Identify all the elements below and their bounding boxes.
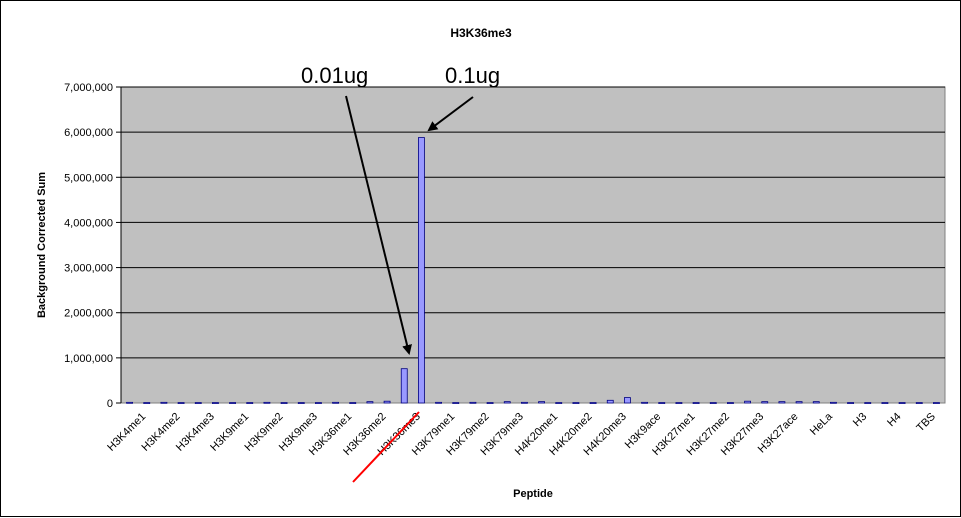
bar-h4k20me3 <box>624 397 631 404</box>
y-axis-label: Background Corrected Sum <box>36 172 48 318</box>
bar-h3 <box>847 402 854 404</box>
y-tick-label: 0 <box>107 398 113 410</box>
y-tick-label: 1,000,000 <box>64 353 113 365</box>
bar-h3k4me2 <box>177 402 185 404</box>
bar-h3k9me3 <box>315 402 322 404</box>
bar-h3k27me2 <box>727 402 734 404</box>
bar-h3k9me3 <box>297 402 305 404</box>
bar-h3k4me2 <box>160 401 168 404</box>
bar-h3k27me3 <box>761 401 769 404</box>
annotation-0-01ug: 0.01ug <box>301 63 368 88</box>
gridlines <box>121 86 945 359</box>
bar-h3k79me3 <box>503 401 511 404</box>
bar-h3k36me1 <box>332 401 339 404</box>
bar-h3k36me3 <box>400 368 408 404</box>
bar-h3k9me1 <box>246 402 254 404</box>
bar-h3k9me2 <box>280 402 288 404</box>
bar-h3k4me1 <box>126 401 133 404</box>
bar-h3k36me2 <box>383 400 391 404</box>
bar-tbs <box>933 402 940 404</box>
plot-area <box>120 86 946 404</box>
bar-h4 <box>881 402 889 404</box>
bar-h3k36me2 <box>366 401 374 404</box>
bar-h3k79me2 <box>486 402 494 404</box>
bar-h3k4me3 <box>194 402 202 404</box>
arrow-0-1ug <box>427 96 474 132</box>
bar-hela <box>830 401 837 404</box>
bar-h3k36me3 <box>418 137 425 404</box>
bar-h3k27ace <box>795 401 803 404</box>
bar-tbs <box>915 402 923 404</box>
x-axis-label: Peptide <box>513 488 553 500</box>
bar-h3 <box>864 402 872 404</box>
bar-h3k36me1 <box>349 402 357 404</box>
bars <box>126 137 940 404</box>
y-tick-label: 5,000,000 <box>64 172 113 184</box>
bar-h3k9ace <box>641 401 648 404</box>
bar-hela <box>812 401 820 404</box>
x-tick-label: H4 <box>885 411 903 429</box>
chart-title: H3K36me3 <box>450 26 512 40</box>
y-tick-label: 6,000,000 <box>64 127 113 139</box>
bar-h3k27me1 <box>675 402 683 404</box>
y-tick-label: 4,000,000 <box>64 217 113 229</box>
bar-h3k9me2 <box>263 401 271 404</box>
bar-h3k4me1 <box>143 402 151 404</box>
bar-h3k79me3 <box>521 401 528 404</box>
x-tick-label: TBS <box>914 411 938 435</box>
arrow-0-01ug <box>345 95 412 355</box>
annotation-0-1ug: 0.1ug <box>445 63 500 88</box>
highlight-underline <box>352 411 420 483</box>
bar-h3k4me3 <box>212 402 219 404</box>
y-tick-label: 2,000,000 <box>64 308 113 320</box>
bar-h4k20me3 <box>606 399 614 404</box>
bar-h4k20me2 <box>589 402 597 404</box>
bar-h3k27me1 <box>692 402 700 404</box>
bar-h3k27me2 <box>709 402 717 404</box>
bar-h4k20me2 <box>572 402 580 404</box>
bar-h4 <box>898 402 906 404</box>
bar-h3k9ace <box>658 402 666 404</box>
bar-h3k79me1 <box>452 402 460 404</box>
bar-h3k9me1 <box>229 402 236 404</box>
bar-h4k20me1 <box>538 401 545 404</box>
y-tick-label: 3,000,000 <box>64 263 113 275</box>
bar-h3k27ace <box>778 401 786 404</box>
x-tick-label: HeLa <box>808 410 836 438</box>
bar-h4k20me1 <box>555 402 563 404</box>
bar-h3k79me1 <box>435 401 442 404</box>
x-tick-labels: H3K4me1H3K4me2H3K4me3H3K9me1H3K9me2H3K9m… <box>105 410 938 458</box>
bar-h3k79me2 <box>469 401 477 404</box>
x-tick-label: H3 <box>851 411 869 429</box>
y-tick-labels: 0 1,000,000 2,000,000 3,000,000 4,000,000 5,0… <box>64 82 122 410</box>
y-tick-label: 7,000,000 <box>64 82 113 94</box>
bar-h3k27me3 <box>744 400 751 404</box>
